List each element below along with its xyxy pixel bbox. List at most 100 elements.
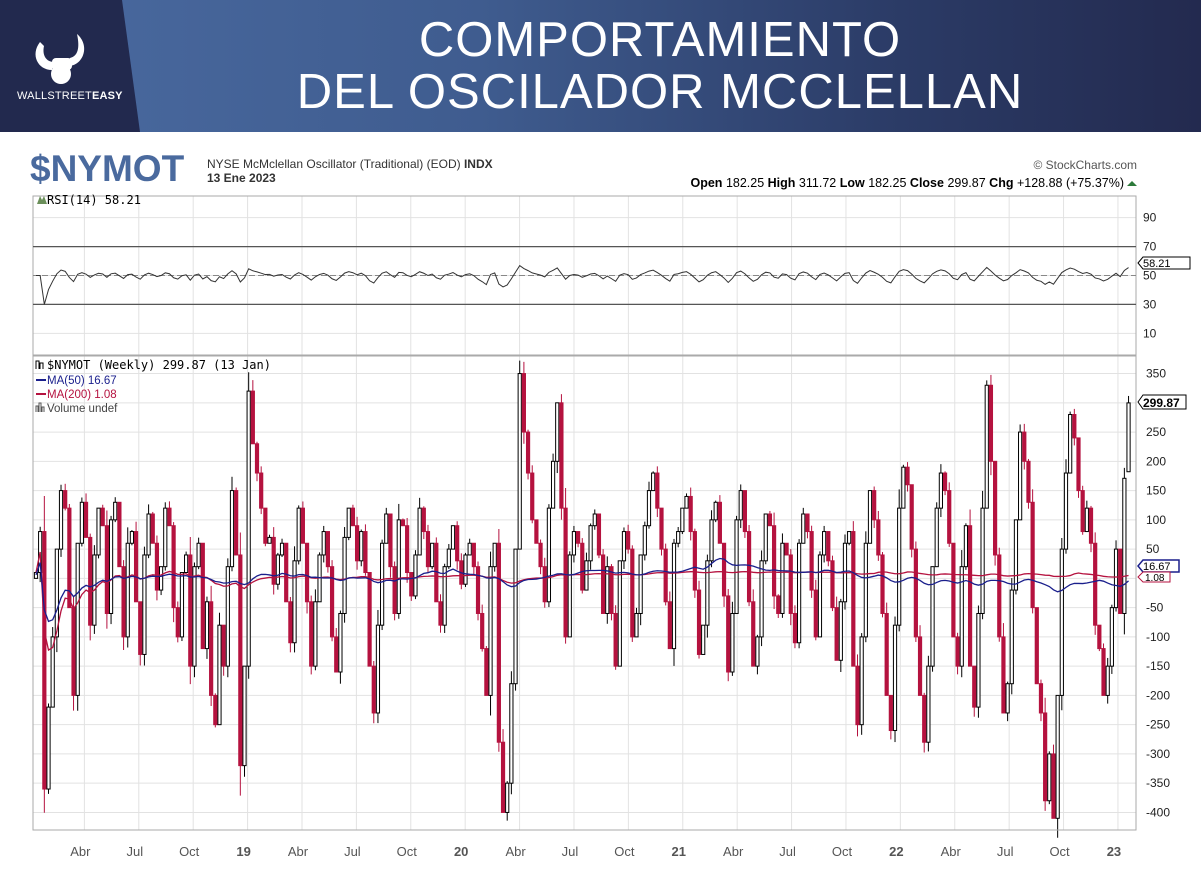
- candle-body: [359, 531, 364, 562]
- ma200-legend: MA(200) 1.08: [47, 389, 117, 401]
- y-tick-label: 50: [1146, 542, 1160, 556]
- candle-body: [1093, 542, 1098, 626]
- candle-body: [221, 624, 226, 667]
- ma50-legend: MA(50) 16.67: [47, 375, 117, 387]
- ohlc-summary: Open 182.25 High 311.72 Low 182.25 Close…: [691, 176, 1125, 190]
- ma200-value-tag-text: 1.08: [1145, 573, 1165, 584]
- high-label: High: [768, 176, 796, 190]
- rsi-indicator-icon: [37, 196, 47, 204]
- candle-body: [1126, 402, 1131, 473]
- candle-body: [492, 542, 497, 568]
- chart-date: 13 Ene 2023: [207, 171, 276, 185]
- candle-body: [88, 536, 93, 626]
- candle-body: [254, 443, 260, 474]
- candle-body: [955, 636, 960, 667]
- y-tick-label: 100: [1146, 513, 1166, 527]
- candle-body: [100, 507, 105, 527]
- candle-body: [1076, 437, 1081, 492]
- y-tick-label: -100: [1146, 630, 1170, 644]
- x-tick-label: Jul: [779, 844, 796, 859]
- candle-body: [571, 531, 577, 556]
- candle-legend-icon: [35, 360, 44, 369]
- candle-body: [517, 373, 522, 550]
- candle-body: [1030, 501, 1035, 609]
- candle-body: [709, 519, 714, 562]
- candle-body: [1001, 636, 1006, 714]
- candle-body: [859, 636, 864, 726]
- candle-body: [1051, 753, 1056, 819]
- candle-body: [872, 490, 877, 521]
- candle-body: [234, 490, 239, 556]
- description-text: NYSE McMclellan Oscillator (Traditional)…: [207, 157, 461, 171]
- candle-body: [405, 525, 410, 574]
- candle-body: [430, 542, 435, 568]
- candle-body: [813, 589, 818, 638]
- candle-body: [500, 741, 506, 813]
- candle-body: [1084, 507, 1089, 533]
- brand-name: WALLSTREET: [17, 90, 92, 102]
- candle-body: [96, 507, 101, 556]
- candle-body: [1034, 607, 1039, 685]
- candle-body: [79, 501, 84, 544]
- candle-body: [771, 525, 777, 597]
- x-tick-label: Abr: [288, 844, 309, 859]
- x-tick-label: Abr: [70, 844, 91, 859]
- candle-body: [763, 513, 768, 562]
- candle-body: [588, 525, 593, 562]
- candle-body: [455, 525, 460, 562]
- candle-body: [304, 542, 310, 603]
- y-tick-label: -400: [1146, 805, 1170, 819]
- candle-body: [701, 624, 706, 655]
- candle-body: [321, 531, 326, 556]
- rsi-tick-label: 10: [1143, 326, 1157, 340]
- candle-body: [288, 601, 293, 644]
- candle-body: [217, 624, 222, 726]
- high-value: 311.72: [799, 176, 836, 190]
- candle-body: [721, 542, 727, 597]
- candle-body: [805, 513, 810, 533]
- candle-body: [1047, 753, 1052, 802]
- candle-body: [1038, 683, 1044, 714]
- candle-body: [513, 548, 518, 685]
- candle-body: [926, 665, 931, 743]
- brand-logo-text: WALLSTREETEASY: [17, 90, 123, 102]
- candle-body: [938, 472, 943, 509]
- candle-body: [354, 525, 360, 562]
- candle-body: [438, 601, 443, 626]
- candle-body: [667, 601, 672, 650]
- candle-body: [867, 490, 873, 544]
- candle-body: [380, 542, 385, 626]
- candle-body: [663, 548, 668, 603]
- rsi-tick-label: 50: [1143, 269, 1157, 283]
- candle-body: [325, 531, 330, 568]
- x-tick-label: 23: [1107, 844, 1121, 859]
- candle-body: [751, 601, 756, 667]
- chg-label: Chg: [989, 176, 1013, 190]
- candle-body: [780, 542, 785, 614]
- candle-body: [797, 542, 802, 644]
- logo-panel: WALLSTREETEASY: [0, 0, 140, 132]
- candle-body: [538, 542, 543, 568]
- candle-body: [46, 706, 51, 790]
- candle-body: [988, 384, 994, 462]
- candle-body: [159, 566, 164, 591]
- x-tick-label: 19: [236, 844, 250, 859]
- chart: $NYMOT NYSE McMclellan Oscillator (Tradi…: [30, 148, 1191, 859]
- candle-body: [592, 513, 597, 527]
- rsi-tick-label: 90: [1143, 211, 1157, 225]
- candle-body: [1113, 548, 1119, 609]
- candle-body: [1068, 414, 1073, 474]
- candle-body: [525, 431, 531, 474]
- candle-body: [692, 531, 697, 591]
- title-line-2: DEL OSCILADOR MCCLELLAN: [296, 65, 1024, 119]
- chg-value: +128.88 (+75.37%): [1017, 176, 1124, 190]
- candle-body: [880, 554, 885, 614]
- candle-body: [275, 554, 280, 585]
- x-tick-label: Jul: [344, 844, 361, 859]
- candle-body: [584, 560, 589, 591]
- candle-body: [446, 548, 451, 568]
- candle-body: [746, 531, 752, 603]
- candle-body: [951, 542, 956, 638]
- rsi-tick-label: 30: [1143, 297, 1157, 311]
- candle-body: [784, 542, 789, 556]
